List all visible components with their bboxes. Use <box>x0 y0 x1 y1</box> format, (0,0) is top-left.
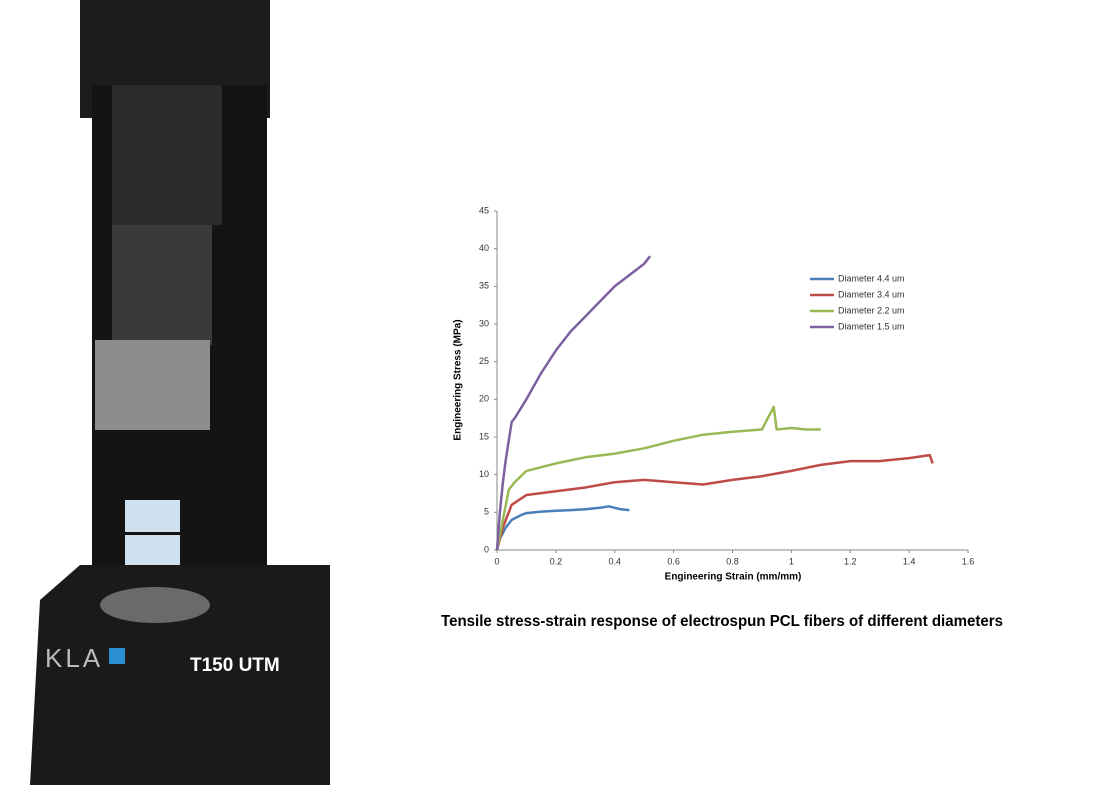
model-label: T150 UTM <box>190 655 280 676</box>
machine-stage <box>100 587 210 623</box>
x-tick-label: 0 <box>494 556 499 566</box>
x-tick-label: 0.8 <box>726 556 739 566</box>
y-tick-label: 20 <box>479 394 489 404</box>
legend-label: Diameter 3.4 um <box>838 289 905 299</box>
legend-label: Diameter 1.5 um <box>838 321 905 331</box>
series-line <box>495 405 821 551</box>
machine-plate <box>112 225 212 345</box>
brand-label: KLA <box>45 643 103 673</box>
series-line <box>495 453 934 551</box>
x-tick-label: 1 <box>789 556 794 566</box>
series-line <box>495 255 652 551</box>
x-tick-label: 0.2 <box>550 556 563 566</box>
x-tick-label: 1.6 <box>962 556 975 566</box>
y-tick-label: 15 <box>479 431 489 441</box>
x-tick-label: 1.4 <box>903 556 916 566</box>
y-tick-label: 40 <box>479 243 489 253</box>
brand-icon <box>109 648 125 664</box>
legend-label: Diameter 2.2 um <box>838 305 905 315</box>
x-axis-title: Engineering Strain (mm/mm) <box>665 572 802 583</box>
y-tick-label: 45 <box>479 205 489 215</box>
x-tick-label: 1.2 <box>844 556 857 566</box>
machine-grip <box>95 340 210 430</box>
x-tick-label: 0.4 <box>608 556 621 566</box>
y-tick-label: 30 <box>479 318 489 328</box>
y-tick-label: 10 <box>479 469 489 479</box>
machine-base <box>30 565 330 785</box>
y-tick-label: 5 <box>484 507 489 517</box>
sample-bottom <box>125 535 180 567</box>
machine-vent <box>112 85 222 225</box>
caption: Tensile stress-strain response of electr… <box>441 613 1003 630</box>
x-tick-label: 0.6 <box>667 556 680 566</box>
y-tick-label: 25 <box>479 356 489 366</box>
legend-label: Diameter 4.4 um <box>838 273 905 283</box>
machine-photo: KLA T150 UTM <box>30 0 330 785</box>
y-axis-title: Engineering Stress (MPa) <box>453 319 464 440</box>
y-tick-label: 0 <box>484 544 489 554</box>
series-line <box>495 505 630 551</box>
sample-top <box>125 500 180 532</box>
y-tick-label: 35 <box>479 281 489 291</box>
